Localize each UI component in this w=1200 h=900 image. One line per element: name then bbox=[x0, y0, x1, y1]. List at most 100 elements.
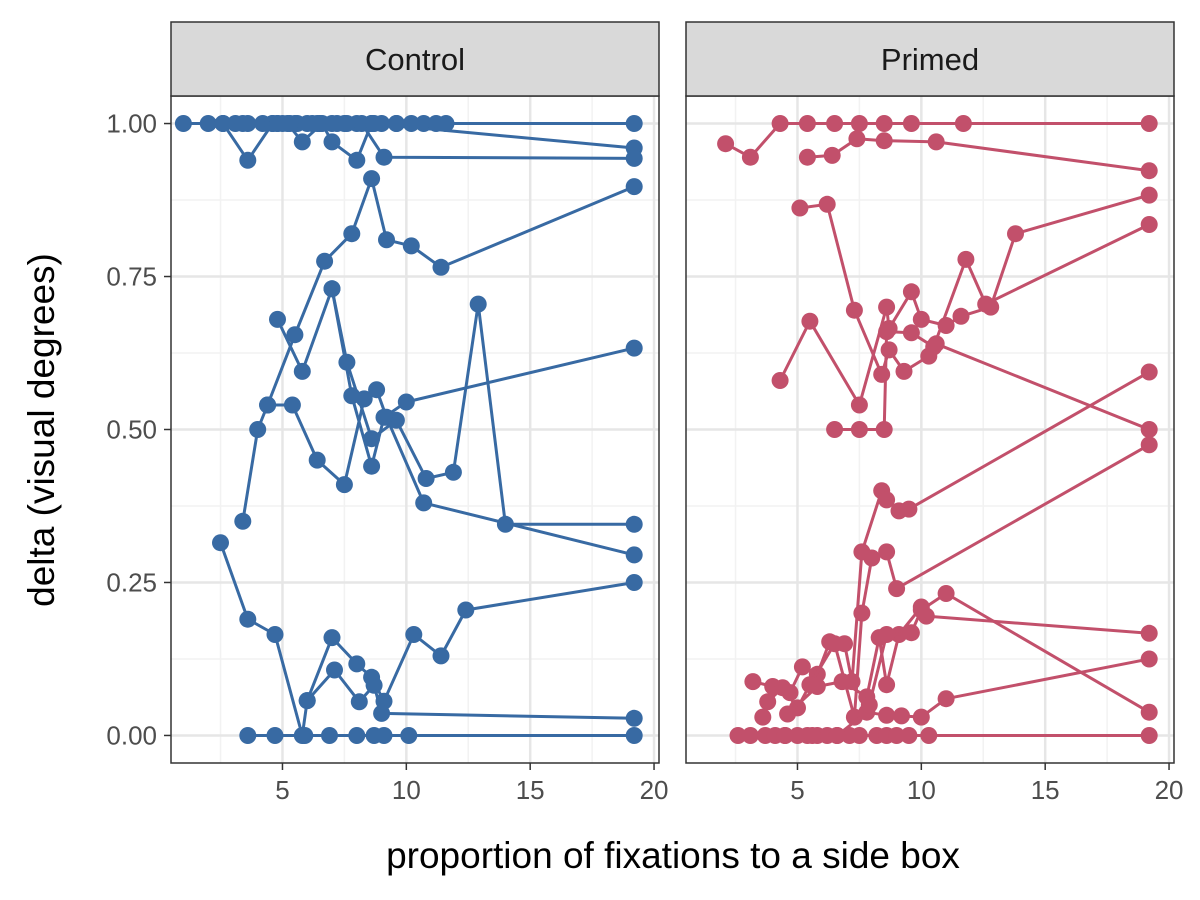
data-point bbox=[298, 692, 316, 710]
data-point bbox=[771, 115, 789, 132]
data-point bbox=[744, 673, 762, 691]
data-point bbox=[902, 624, 920, 642]
data-point bbox=[826, 421, 844, 438]
data-point bbox=[375, 148, 393, 166]
data-point bbox=[878, 626, 896, 643]
data-point bbox=[1140, 162, 1158, 180]
data-point bbox=[957, 250, 975, 268]
data-point bbox=[326, 661, 343, 679]
data-point bbox=[880, 341, 898, 359]
data-point bbox=[405, 626, 423, 643]
data-point bbox=[625, 339, 643, 357]
data-point bbox=[850, 115, 868, 132]
data-point bbox=[348, 727, 366, 744]
series-2 bbox=[798, 130, 1158, 180]
data-point bbox=[902, 115, 920, 132]
data-point bbox=[878, 298, 896, 316]
series-10 bbox=[776, 650, 1158, 744]
series-6 bbox=[259, 170, 643, 414]
data-point bbox=[266, 626, 284, 643]
data-point bbox=[793, 658, 811, 676]
data-point bbox=[625, 149, 643, 167]
data-point bbox=[878, 323, 896, 341]
data-point bbox=[378, 231, 395, 249]
data-point bbox=[348, 151, 366, 169]
data-point bbox=[937, 585, 955, 602]
data-point bbox=[828, 727, 846, 744]
data-point bbox=[848, 130, 866, 148]
data-point bbox=[808, 678, 826, 695]
series-5 bbox=[234, 381, 643, 564]
data-point bbox=[259, 396, 277, 414]
data-point bbox=[925, 338, 943, 356]
data-point bbox=[363, 430, 381, 448]
data-point bbox=[625, 574, 643, 591]
data-point bbox=[323, 280, 341, 298]
data-point bbox=[234, 115, 252, 132]
series-11 bbox=[860, 585, 1158, 721]
data-point bbox=[212, 534, 229, 552]
data-point bbox=[873, 365, 891, 383]
data-point bbox=[954, 115, 972, 132]
data-point bbox=[823, 146, 841, 164]
data-point bbox=[912, 601, 930, 619]
data-point bbox=[977, 295, 995, 313]
data-point bbox=[400, 727, 418, 744]
data-point bbox=[774, 679, 792, 697]
data-point bbox=[199, 115, 217, 132]
facet-strip-label: Control bbox=[365, 42, 465, 77]
data-point bbox=[348, 655, 366, 673]
x-tick-label: 10 bbox=[907, 775, 936, 805]
y-tick-label: 0.50 bbox=[106, 415, 157, 445]
data-point bbox=[900, 500, 918, 518]
data-point bbox=[878, 491, 896, 509]
data-point bbox=[269, 115, 286, 132]
data-point bbox=[1140, 363, 1158, 381]
data-point bbox=[818, 195, 836, 213]
data-point bbox=[1140, 650, 1158, 668]
data-point bbox=[845, 301, 863, 319]
data-point bbox=[741, 148, 759, 166]
data-point bbox=[402, 237, 420, 255]
data-point bbox=[234, 512, 252, 530]
data-point bbox=[791, 199, 809, 217]
series-5 bbox=[826, 216, 1158, 438]
data-point bbox=[952, 307, 970, 325]
y-axis-title: delta (visual degrees) bbox=[21, 253, 62, 607]
data-point bbox=[444, 463, 462, 481]
y-tick-label: 0.75 bbox=[106, 262, 157, 292]
data-point bbox=[893, 707, 910, 725]
data-point bbox=[397, 393, 415, 411]
series-7 bbox=[744, 363, 1158, 702]
data-point bbox=[754, 708, 772, 726]
data-point bbox=[625, 546, 643, 564]
data-point bbox=[833, 673, 851, 691]
data-point bbox=[432, 647, 450, 665]
series-line bbox=[724, 122, 1150, 159]
facet-strip bbox=[170, 21, 660, 97]
data-point bbox=[937, 690, 955, 708]
data-point bbox=[269, 310, 286, 328]
data-point bbox=[1140, 436, 1158, 454]
data-point bbox=[338, 115, 356, 132]
data-point bbox=[826, 635, 844, 653]
data-point bbox=[239, 727, 257, 744]
data-point bbox=[283, 396, 301, 414]
data-point bbox=[308, 115, 326, 132]
series-11 bbox=[239, 727, 643, 744]
data-point bbox=[625, 515, 643, 533]
data-point bbox=[1007, 225, 1024, 243]
data-point bbox=[878, 676, 896, 694]
data-point bbox=[860, 696, 878, 714]
data-point bbox=[375, 727, 393, 744]
data-point bbox=[625, 178, 643, 196]
series-line bbox=[867, 592, 1150, 714]
data-point bbox=[323, 629, 341, 647]
series-1 bbox=[717, 115, 1158, 166]
series-4 bbox=[269, 115, 643, 132]
facet-strip bbox=[685, 21, 1175, 97]
data-point bbox=[1140, 421, 1158, 438]
data-point bbox=[1140, 703, 1158, 721]
data-point bbox=[875, 421, 893, 438]
